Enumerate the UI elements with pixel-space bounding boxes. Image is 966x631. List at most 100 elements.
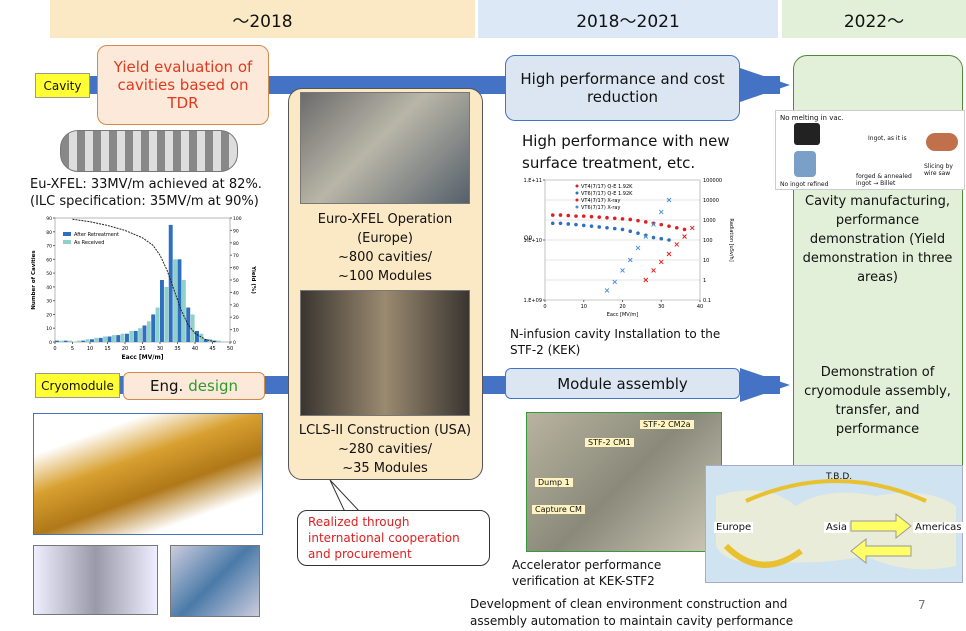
- y2-tick-label: 50: [233, 278, 239, 284]
- hist-bar: [208, 339, 213, 342]
- point: [636, 218, 640, 223]
- cryomodule-render: [33, 413, 263, 535]
- eng-box: Eng. design: [123, 372, 265, 400]
- exchange-arrow: [850, 512, 912, 540]
- point: [597, 215, 602, 219]
- x-tick-label: 20: [619, 304, 625, 310]
- y-tick-label: 60: [46, 257, 52, 263]
- y2-tick-label: 1: [703, 278, 706, 284]
- line: ~800 cavities/: [337, 250, 433, 265]
- hist-bar: [195, 330, 199, 342]
- hist-bar: [120, 333, 125, 342]
- map-label: Asia: [824, 522, 849, 533]
- legend-marker: [575, 191, 579, 195]
- x-axis-label: Eacc [MV/m]: [122, 354, 164, 361]
- point: [566, 213, 571, 218]
- result-text: Eu-XFEL: 33MV/m achieved at 82%.: [30, 177, 262, 192]
- line: ~100 Modules: [338, 269, 432, 284]
- point: [574, 214, 578, 218]
- point: [620, 227, 625, 232]
- y2-tick-label: 1000: [703, 218, 716, 224]
- point: [581, 214, 586, 218]
- map: T.B.D. Europe Asia Americas: [705, 465, 964, 583]
- photo-label: STF-2 CM1: [585, 438, 634, 447]
- legend-label: As Received: [74, 240, 104, 246]
- x-tick-label: 10: [581, 304, 587, 310]
- hist-bar: [68, 340, 73, 342]
- y2-tick-label: 100000: [703, 178, 722, 184]
- point: [627, 257, 633, 263]
- hist-bar: [111, 335, 116, 342]
- header-col: ～2018: [50, 0, 475, 38]
- point: [558, 213, 563, 217]
- hist-bar: [146, 321, 151, 342]
- point: [612, 279, 618, 285]
- photo-label: Dump 1: [535, 478, 573, 487]
- point: [659, 222, 664, 227]
- legend-marker: [575, 198, 579, 202]
- process-label: Slicing by wire saw: [924, 163, 953, 177]
- y-tick-label: 1.E+11: [524, 178, 542, 184]
- point: [628, 229, 633, 234]
- legend-swatch: [63, 232, 71, 236]
- scatter-chart: 0.11101001000100001000001.E+091.E+101.E+…: [524, 178, 734, 318]
- line: ~35 Modules: [342, 461, 428, 476]
- process-label: No ingot refined: [780, 181, 829, 188]
- y-tick-label: 0: [49, 340, 52, 346]
- point: [674, 242, 680, 247]
- hist-bar: [76, 340, 81, 342]
- process-label: No melting in vac.: [780, 114, 844, 122]
- x-axis-label: Eacc [MV/m]: [607, 312, 639, 318]
- hist-bar: [63, 340, 68, 342]
- x-tick-label: 0: [53, 346, 56, 352]
- x-tick-label: 5: [71, 346, 74, 352]
- point: [666, 197, 672, 203]
- point: [605, 215, 609, 220]
- hist-bar: [190, 314, 195, 342]
- point: [558, 221, 563, 226]
- hist-bar: [168, 224, 173, 342]
- y-tick-label: 20: [46, 312, 52, 318]
- point: [651, 235, 656, 240]
- hist-bar: [164, 286, 169, 342]
- point: [643, 234, 649, 239]
- cavity-demo: Cavity manufacturing, performance demons…: [802, 194, 953, 285]
- y-tick-label: 30: [46, 299, 52, 305]
- point: [667, 238, 671, 242]
- x-tick-label: 15: [104, 346, 110, 352]
- point: [635, 245, 641, 251]
- hist-bar: [85, 339, 90, 342]
- hist-bar: [151, 314, 156, 342]
- legend-marker: [575, 205, 579, 209]
- surface-text: High performance with new surface treatm…: [522, 132, 730, 172]
- x-tick-label: 25: [139, 346, 145, 352]
- process-figure: No melting in vac. Ingot, as it is No in…: [775, 110, 965, 190]
- y-tick-label: 40: [46, 285, 52, 291]
- y2-tick-label: 60: [233, 266, 239, 272]
- hist-bar: [55, 340, 59, 342]
- y-tick-label: 1.E+09: [524, 298, 542, 304]
- x-tick-label: 20: [122, 346, 128, 352]
- y-axis-label: Number of Cavities: [31, 250, 37, 310]
- point: [658, 259, 664, 265]
- lcls-text: LCLS-II Construction (USA) ~280 cavities…: [290, 421, 480, 478]
- point: [589, 224, 594, 228]
- verification-text: Accelerator performance verification at …: [512, 558, 662, 588]
- point: [689, 225, 695, 231]
- spec-text: (ILC specification: 35MV/m at 90%): [30, 194, 259, 209]
- y-tick-label: 90: [46, 216, 52, 222]
- callout-pointer: [329, 479, 362, 513]
- icon: [794, 151, 816, 177]
- point: [643, 277, 649, 283]
- y2-tick-label: 40: [233, 290, 239, 296]
- yield-box: Yield evaluation of cavities based on TD…: [97, 45, 269, 125]
- legend-label: VT6(7/17) X-ray: [581, 205, 620, 211]
- point: [682, 227, 687, 232]
- photo-label: STF-2 CM2a: [640, 420, 694, 429]
- module-box: Module assembly: [505, 368, 740, 399]
- lcls-photo: [300, 290, 470, 416]
- hist-bar: [116, 335, 121, 342]
- point: [674, 225, 679, 230]
- line: LCLS-II Construction (USA): [298, 423, 472, 438]
- legend-swatch: [63, 240, 71, 244]
